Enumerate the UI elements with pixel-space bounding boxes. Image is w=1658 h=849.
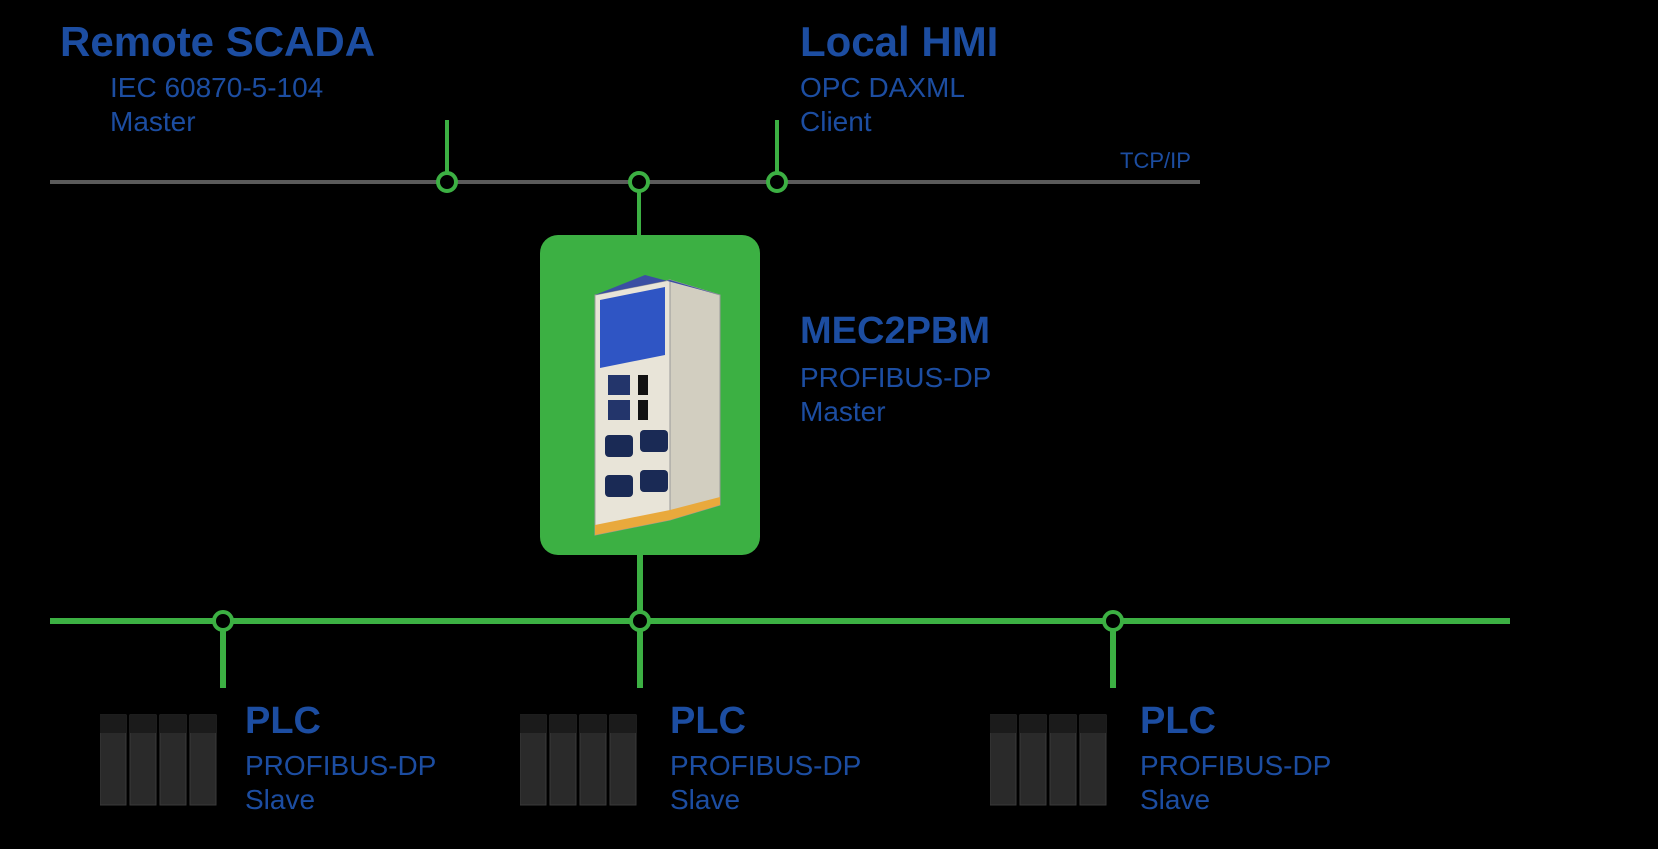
plc-1-sub-0: PROFIBUS-DP	[245, 750, 436, 782]
remote-scada-title: Remote SCADA	[60, 18, 375, 66]
local-hmi-bus-dot	[766, 171, 788, 193]
remote-scada-sub-1: Master	[110, 106, 196, 138]
plc-2-title: PLC	[670, 700, 746, 743]
plc-2-icon	[520, 700, 650, 820]
plc-2-bus-dot	[629, 610, 651, 632]
plc-1-bus-dot	[212, 610, 234, 632]
tcp-ip-bus	[50, 180, 1200, 184]
plc-3-title: PLC	[1140, 700, 1216, 743]
plc-2-sub-1: Slave	[670, 784, 740, 816]
plc-3-sub-0: PROFIBUS-DP	[1140, 750, 1331, 782]
mec2pbm-device-icon	[540, 235, 760, 555]
plc-3-icon	[990, 700, 1120, 820]
plc-2-sub-0: PROFIBUS-DP	[670, 750, 861, 782]
local-hmi-sub-1: Client	[800, 106, 872, 138]
mec2pbm-sub-0: PROFIBUS-DP	[800, 362, 991, 394]
local-hmi-sub-0: OPC DAXML	[800, 72, 965, 104]
plc-3-sub-1: Slave	[1140, 784, 1210, 816]
plc-1-icon	[100, 700, 230, 820]
plc-3-bus-dot	[1102, 610, 1124, 632]
mec2pbm-bottom-connector	[637, 555, 643, 618]
remote-scada-bus-dot	[436, 171, 458, 193]
mec2pbm-tcp-dot	[628, 171, 650, 193]
plc-1-sub-1: Slave	[245, 784, 315, 816]
plc-1-title: PLC	[245, 700, 321, 743]
tcp-ip-bus-label: TCP/IP	[1120, 148, 1191, 174]
remote-scada-sub-0: IEC 60870-5-104	[110, 72, 323, 104]
profibus-bus	[50, 618, 1510, 624]
mec2pbm-title: MEC2PBM	[800, 310, 990, 353]
mec2pbm-sub-1: Master	[800, 396, 886, 428]
local-hmi-title: Local HMI	[800, 18, 998, 66]
